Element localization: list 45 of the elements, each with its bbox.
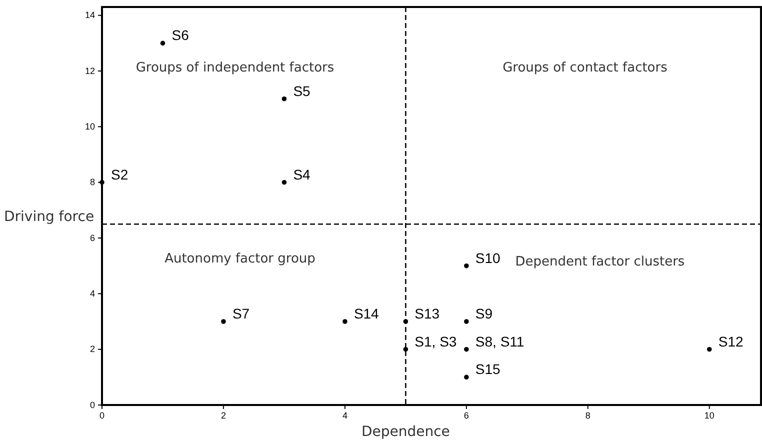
x-tick-label: 0 — [99, 410, 105, 420]
point — [221, 319, 226, 324]
x-tick-label: 6 — [464, 410, 469, 420]
point — [282, 96, 287, 102]
annotation: Autonomy factor group — [164, 252, 316, 267]
data-label: S12 — [718, 333, 744, 350]
data-label: S13 — [414, 306, 440, 322]
y-tick-label: 2 — [90, 344, 95, 354]
data-label: S14 — [354, 306, 380, 322]
data-label: S4 — [293, 166, 311, 182]
point — [282, 180, 287, 185]
point — [160, 40, 166, 46]
x-tick-label: 10 — [704, 410, 714, 420]
y-tick-label: 6 — [90, 232, 95, 243]
annotation: Groups of independent factors — [136, 60, 334, 76]
x-tick-label: 8 — [585, 410, 590, 420]
x-axis-title: Dependence — [361, 424, 450, 440]
point — [342, 319, 348, 324]
y-tick-label: 4 — [90, 288, 95, 299]
point — [403, 319, 408, 324]
y-tick-label: 0 — [90, 400, 95, 410]
point — [464, 374, 469, 380]
point — [464, 263, 469, 268]
data-label: S8, S11 — [475, 333, 524, 350]
data-label: S9 — [475, 306, 493, 322]
data-label: S7 — [232, 306, 250, 322]
data-label: S2 — [111, 166, 128, 182]
annotation: Dependent factor clusters — [515, 254, 685, 270]
data-label: S10 — [475, 250, 501, 266]
annotation: Groups of contact factors — [502, 60, 668, 76]
data-label: S5 — [293, 82, 311, 99]
point — [706, 346, 712, 352]
y-tick-label: 8 — [90, 177, 95, 188]
y-tick-label: 12 — [84, 66, 95, 76]
data-label: S6 — [172, 27, 190, 44]
point — [403, 346, 408, 352]
data-label: S15 — [475, 361, 501, 378]
y-axis-title: Driving force — [4, 209, 94, 226]
x-tick-label: 4 — [342, 410, 348, 420]
x-tick-label: 2 — [220, 410, 226, 420]
y-tick-label: 10 — [84, 122, 95, 132]
point — [464, 346, 469, 352]
y-tick-label: 14 — [84, 10, 95, 20]
point — [464, 319, 469, 324]
data-label: S1, S3 — [414, 333, 457, 350]
